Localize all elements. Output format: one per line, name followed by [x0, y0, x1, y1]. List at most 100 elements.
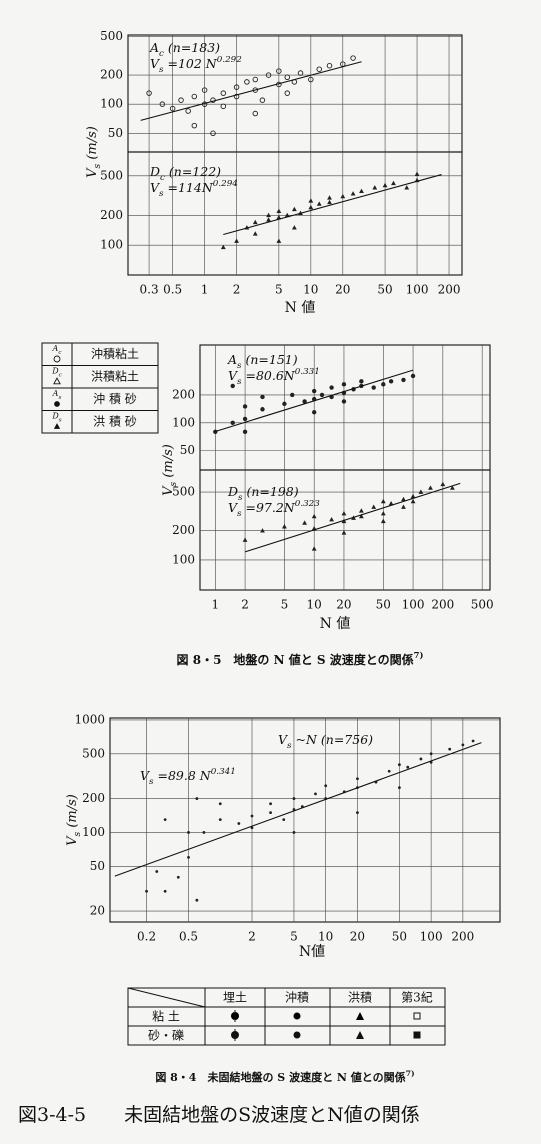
point: [302, 399, 307, 404]
point: [418, 489, 424, 494]
y-tick-label: 500: [100, 168, 123, 182]
point: [53, 377, 61, 385]
point: [311, 410, 317, 415]
y-tick-label: 1000: [74, 712, 105, 726]
table-frame: [127, 987, 446, 1046]
page-title: 図3-4-5 未固結地盤のS波速度とN値の関係: [18, 1104, 420, 1126]
point: [380, 498, 386, 504]
point: [210, 130, 216, 137]
x-tick-label: 0.5: [179, 930, 198, 944]
annotation: Dc (n=122): [149, 164, 221, 183]
y-tick-label: 100: [82, 825, 105, 839]
text-part: s: [73, 831, 83, 836]
point: [358, 513, 364, 519]
point: [233, 84, 240, 90]
point: [410, 498, 416, 504]
point: [282, 524, 287, 529]
text-part: 図 8・5 地盤の N 値と S 波速度との関係: [177, 652, 414, 667]
text-part: (n=122): [165, 164, 221, 179]
y-tick-label: 20: [90, 904, 105, 918]
y-tick-label: 200: [82, 791, 105, 805]
point: [350, 55, 356, 61]
point: [178, 97, 184, 103]
x-axis-label: N値: [299, 944, 325, 960]
text-part: s: [237, 377, 242, 387]
point: [276, 214, 282, 220]
text-part: (m/s): [85, 126, 100, 164]
x-tick-label: 5: [281, 598, 289, 612]
point: [391, 180, 396, 186]
text-part: c: [160, 173, 165, 183]
point: [340, 193, 346, 199]
point: [146, 90, 152, 96]
point: [311, 388, 317, 394]
point: [163, 818, 167, 822]
legend-code: As: [52, 389, 62, 401]
annotation: Vs =102 N0.292: [150, 55, 242, 75]
text-part: V: [278, 732, 289, 747]
legend-code: Dc: [51, 367, 62, 379]
symbol: [413, 1031, 421, 1039]
text-part: =102 N: [164, 56, 218, 71]
text-part: 0.323: [295, 499, 320, 509]
text-part: c: [58, 350, 62, 356]
point: [326, 62, 333, 69]
text-part: s: [159, 65, 164, 75]
point: [187, 831, 190, 834]
fit-line: [244, 482, 461, 553]
text-part: s: [59, 417, 62, 423]
point: [401, 377, 406, 383]
point: [397, 786, 401, 790]
text-part: s: [287, 741, 292, 751]
text-part: V: [150, 180, 161, 195]
annotation: Vs =114N0.294: [150, 179, 238, 199]
text-part: 7): [406, 1069, 415, 1078]
point: [404, 185, 410, 190]
text-part: c: [159, 49, 164, 59]
x-tick-label: 500: [471, 598, 494, 612]
point: [371, 504, 377, 509]
point: [53, 355, 61, 363]
text-part: c: [59, 372, 63, 378]
text-part: A: [52, 344, 59, 353]
point: [314, 792, 317, 796]
x-tick-label: 100: [406, 283, 429, 297]
text-part: D: [149, 164, 160, 179]
point: [382, 182, 388, 188]
point: [327, 195, 332, 200]
point: [350, 191, 356, 196]
text-part: =89.8 N: [154, 768, 212, 783]
table-diagonal: [127, 987, 206, 1008]
point: [341, 510, 347, 516]
x-tick-label: 100: [402, 598, 425, 612]
point: [218, 802, 222, 806]
point: [230, 420, 235, 426]
point: [250, 814, 254, 818]
symbol: [356, 1012, 364, 1020]
point: [242, 429, 248, 435]
y-tick-label: 100: [100, 97, 123, 111]
point: [260, 407, 265, 412]
point: [233, 93, 240, 100]
y-axis-label: Vs (m/s): [65, 794, 83, 846]
text-part: s: [58, 395, 61, 401]
x-tick-label: 2: [233, 283, 241, 297]
point: [410, 373, 416, 379]
point: [220, 244, 226, 250]
point: [54, 401, 60, 407]
point: [311, 546, 317, 551]
point: [252, 76, 259, 83]
text-part: s: [169, 481, 179, 486]
point: [372, 185, 378, 190]
point: [213, 429, 218, 435]
text-part: D: [51, 367, 59, 376]
symbol: [293, 1031, 301, 1039]
plot-frame: [199, 469, 491, 591]
text-part: D: [227, 484, 238, 499]
x-tick-label: 5: [290, 930, 298, 944]
x-tick-label: 0.2: [137, 930, 156, 944]
annotation: Vs =89.8 N0.341: [140, 767, 236, 787]
point: [260, 528, 265, 533]
point: [187, 856, 190, 859]
